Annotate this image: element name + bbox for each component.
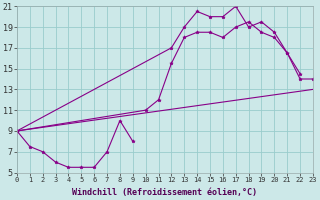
X-axis label: Windchill (Refroidissement éolien,°C): Windchill (Refroidissement éolien,°C): [72, 188, 258, 197]
